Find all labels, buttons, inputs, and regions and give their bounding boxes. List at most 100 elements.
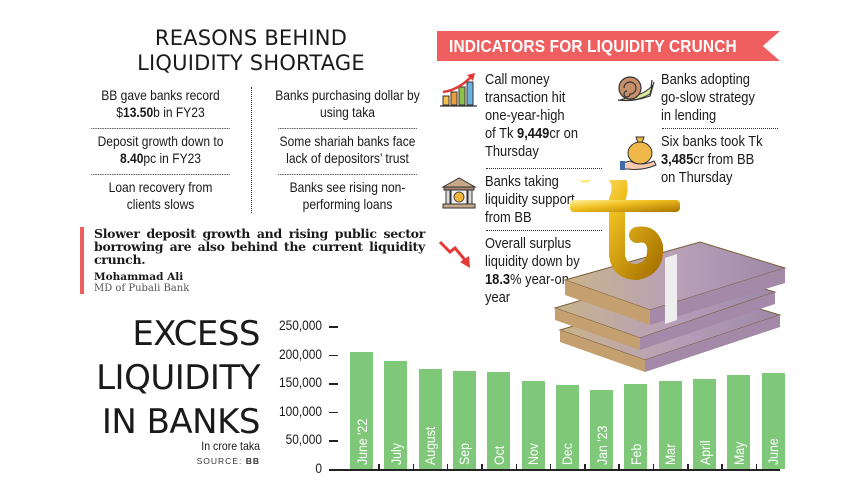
grid-divider	[251, 87, 252, 213]
x-tick-mark	[515, 464, 517, 470]
indicator-text: Banks taking	[485, 173, 559, 190]
reason-text: performing loans	[302, 196, 393, 212]
reason-text: Banks purchasing dollar by	[275, 87, 420, 103]
chart-bar: July	[384, 360, 408, 469]
money-bag-hand-icon	[620, 136, 657, 170]
indicator-six-banks: Six banks took Tk 3,485cr from BB on Thu…	[661, 133, 779, 187]
x-tick-mark	[412, 464, 415, 470]
chart-bar: Jan '23	[590, 390, 614, 469]
reason-text: using taka	[320, 104, 375, 120]
rising-bar-chart-icon	[440, 73, 477, 107]
x-tick-label: Feb	[627, 443, 644, 465]
indicators-title: INDICATORS FOR LIQUIDITY CRUNCH	[449, 36, 737, 56]
x-tick-mark	[584, 464, 586, 470]
y-tick-label: 150,000	[278, 374, 322, 391]
indicator-bank-support: Banks taking liquidity support from BB	[485, 173, 589, 227]
x-tick-label: April	[696, 440, 713, 465]
x-tick-label: Dec	[559, 443, 576, 465]
x-tick-mark	[618, 464, 620, 470]
y-tick-label: 250,000	[278, 317, 322, 333]
reason-text: $13.50b in FY23	[88, 104, 233, 121]
y-tick-label: 200,000	[278, 345, 322, 362]
indicator-divider	[486, 230, 602, 231]
reason-item: BB gave banks record $13.50b in FY23	[88, 83, 233, 129]
chart-bar: Nov	[521, 380, 545, 469]
indicator-text: Six banks took Tk	[661, 133, 763, 150]
indicator-text: one-year-high	[485, 107, 565, 124]
indicator-text: on Thursday	[661, 169, 733, 186]
indicator-divider	[486, 168, 602, 169]
chart-bar: Feb	[624, 383, 648, 469]
x-tick-label: Mar	[662, 443, 679, 465]
x-tick-label: August	[422, 426, 439, 465]
indicator-text: go-slow strategy	[661, 89, 755, 106]
chart-bar: June '22	[350, 352, 373, 469]
source-label: SOURCE: BB	[150, 456, 260, 466]
indicator-highlight: 9,449	[517, 125, 550, 142]
x-tick-label: Nov	[525, 443, 541, 465]
chart-title: EXCESS LIQUIDITY IN BANKS	[70, 312, 260, 444]
x-tick-label: May	[730, 441, 747, 465]
indicator-text: Overall surplus	[485, 235, 572, 252]
reason-text: clients slows	[126, 196, 195, 212]
x-tick-mark	[687, 464, 689, 470]
source-name: BB	[245, 456, 260, 466]
indicator-text: liquidity down by	[485, 253, 580, 270]
reason-item: Banks see rising non- performing loans	[275, 175, 420, 221]
indicator-highlight: 3,485	[661, 151, 694, 168]
indicators-banner: INDICATORS FOR LIQUIDITY CRUNCH	[437, 31, 780, 61]
y-tick-mark	[329, 440, 338, 442]
reason-text: 8.40pc in FY23	[88, 150, 233, 167]
snail-icon	[617, 76, 655, 102]
indicator-go-slow: Banks adopting go-slow strategy in lendi…	[661, 71, 770, 125]
y-tick-mark	[329, 354, 338, 357]
x-tick-label: June '22	[353, 418, 370, 465]
x-tick-label: Jan '23	[593, 425, 610, 465]
x-tick-mark	[481, 464, 483, 470]
x-tick-mark	[549, 464, 552, 470]
reason-item: Loan recovery from clients slows	[88, 175, 233, 221]
y-tick-label: 100,000	[278, 402, 322, 419]
indicator-call-money: Call money transaction hit one-year-high…	[485, 71, 593, 161]
x-tick-mark	[652, 464, 655, 470]
indicator-text: liquidity support	[485, 191, 575, 208]
indicator-text-part: % year-on-	[510, 271, 574, 288]
reason-text: lack of depositors’ trust	[286, 150, 409, 166]
indicator-text: of Tk 9,449cr on	[485, 125, 578, 143]
bar-chart: 250,000 200,000 150,000 100,000 50,000 0 June …	[268, 316, 788, 476]
indicator-highlight: 18.3	[485, 271, 511, 288]
quote-author: Mohammad Ali	[94, 271, 184, 283]
indicator-text-part: cr on	[549, 125, 579, 142]
unit-label: In crore taka	[201, 439, 260, 453]
y-tick-mark	[329, 411, 338, 414]
source-prefix: SOURCE:	[196, 456, 246, 466]
x-tick-label: July	[387, 443, 404, 465]
chart-bar: Mar	[658, 380, 682, 469]
taka-money-illustration-icon	[553, 180, 787, 372]
indicator-text: in lending	[661, 107, 717, 124]
y-tick-mark	[329, 383, 338, 385]
chart-bar: Sep	[452, 371, 476, 469]
chart-bar: June	[761, 372, 785, 469]
chart-bar: Oct	[487, 371, 511, 469]
chart-bar: Dec	[555, 384, 579, 469]
reason-highlight: 13.50	[123, 104, 154, 120]
reason-item: Banks purchasing dollar by using taka	[275, 83, 420, 129]
bank-building-icon	[441, 177, 477, 209]
indicator-text-part: cr from BB	[693, 151, 755, 168]
reason-text: Banks see rising non-	[289, 179, 406, 195]
x-tick-mark	[755, 464, 758, 470]
reasons-title-line-1: REASONS BEHIND	[154, 26, 348, 50]
reason-text: BB gave banks record	[101, 87, 220, 103]
reason-text: Deposit growth down to	[97, 133, 224, 149]
reasons-title-line-2: LIQUIDITY SHORTAGE	[137, 51, 365, 75]
x-tick-mark	[446, 464, 449, 470]
indicator-text: transaction hit	[485, 89, 566, 106]
reasons-title: REASONS BEHIND LIQUIDITY SHORTAGE	[76, 26, 426, 76]
reasons-grid: BB gave banks record $13.50b in FY23 Ban…	[76, 83, 432, 221]
indicator-text: 3,485cr from BB	[661, 151, 763, 169]
x-axis	[329, 469, 780, 471]
indicator-text-part: of Tk	[485, 125, 518, 142]
reason-item: Deposit growth down to 8.40pc in FY23	[88, 129, 233, 175]
chart-title-line-1: EXCESS	[132, 314, 260, 354]
